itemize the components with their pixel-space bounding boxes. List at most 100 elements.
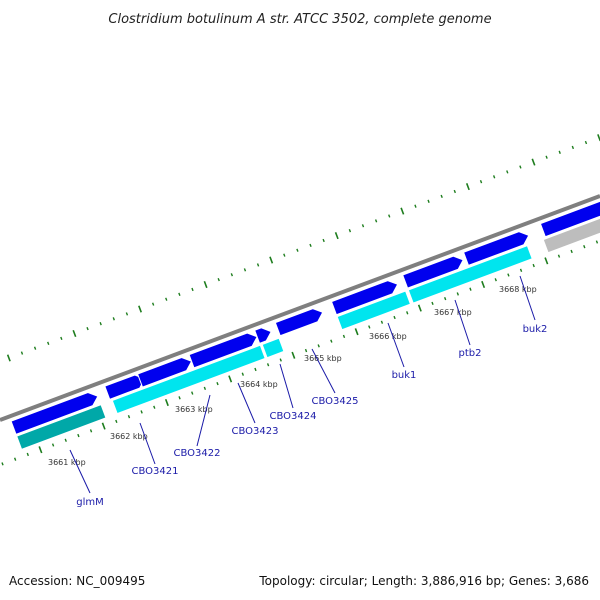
gene-label-cbo3423[interactable]: CBO3423 (232, 426, 279, 437)
cds-feature-arrow[interactable] (274, 308, 324, 337)
cds-feature-arrow[interactable] (402, 255, 464, 289)
minor-tick (595, 240, 599, 244)
scale-label: 3668 kbp (499, 285, 537, 294)
minor-tick (230, 273, 234, 277)
minor-tick (368, 325, 371, 329)
gene-feature-bar[interactable] (261, 337, 285, 359)
minor-tick (456, 292, 459, 296)
scale-label: 3667 kbp (434, 308, 472, 317)
minor-tick (151, 302, 155, 306)
minor-tick (1, 462, 4, 466)
minor-tick (317, 344, 320, 348)
minor-tick (86, 326, 89, 331)
major-tick (138, 305, 143, 313)
gene-label-cbo3425[interactable]: CBO3425 (312, 396, 359, 407)
scale-label: 3663 kbp (175, 405, 213, 414)
cds-feature-arrow[interactable] (136, 356, 193, 388)
minor-tick (112, 317, 115, 321)
major-tick (417, 304, 422, 312)
minor-tick (256, 263, 260, 267)
gene-feature-bar[interactable] (16, 404, 107, 450)
cds-feature-arrow[interactable] (10, 391, 99, 435)
minor-tick (348, 229, 352, 233)
gene-label-buk1[interactable]: buk1 (392, 370, 417, 381)
minor-tick (342, 334, 346, 339)
minor-tick (431, 301, 434, 306)
gene-feature-bar[interactable] (111, 344, 266, 415)
accession-text: Accession: NC_009495 (9, 574, 145, 588)
minor-tick (26, 452, 29, 457)
gene-feature-bar[interactable] (542, 212, 600, 254)
gene-label-cbo3422[interactable]: CBO3422 (174, 448, 221, 459)
minor-tick (140, 410, 143, 414)
minor-tick (558, 150, 561, 154)
minor-tick (165, 297, 168, 301)
major-tick (101, 422, 106, 430)
major-tick (465, 183, 470, 191)
scale-label: 3665 kbp (304, 354, 342, 363)
minor-tick (519, 268, 523, 272)
minor-tick (60, 336, 63, 341)
minor-tick (279, 358, 282, 362)
major-tick (6, 354, 11, 362)
minor-tick (304, 348, 308, 353)
gene-label-cbo3421[interactable]: CBO3421 (132, 466, 179, 477)
gene-feature-bar[interactable] (336, 290, 412, 331)
minor-tick (309, 243, 312, 248)
cds-feature-arrow[interactable] (188, 332, 258, 369)
major-tick (203, 280, 208, 289)
major-tick (72, 329, 77, 338)
minor-tick (494, 278, 497, 282)
major-tick (38, 446, 43, 454)
minor-tick (506, 170, 509, 174)
minor-tick (266, 363, 270, 367)
minor-tick (153, 405, 156, 409)
minor-tick (99, 322, 102, 326)
minor-tick (570, 249, 573, 254)
scale-label: 3664 kbp (240, 380, 278, 389)
outer-tick-track (6, 134, 600, 362)
cds-feature-arrow[interactable] (254, 327, 272, 345)
genome-summary-text: Topology: circular; Length: 3,886,916 bp… (258, 574, 589, 588)
minor-tick (469, 287, 472, 291)
gene-feature-bar[interactable] (407, 244, 533, 304)
cds-feature-arrow[interactable] (539, 200, 600, 238)
gene-label-glmM[interactable]: glmM (76, 497, 104, 508)
minor-tick (217, 277, 220, 282)
minor-tick (388, 214, 391, 218)
minor-tick (254, 367, 257, 372)
minor-tick (583, 245, 586, 249)
minor-tick (479, 180, 483, 184)
minor-tick (127, 415, 131, 419)
gene-label-cbo3424[interactable]: CBO3424 (270, 411, 317, 422)
minor-tick (374, 219, 378, 223)
minor-tick (13, 457, 17, 461)
backbone-line (0, 194, 600, 422)
major-tick (354, 328, 359, 336)
minor-tick (519, 165, 522, 169)
minor-tick (89, 429, 93, 433)
minor-tick (20, 351, 24, 355)
major-tick (481, 280, 486, 289)
minor-tick (584, 140, 588, 145)
gene-label-buk2[interactable]: buk2 (523, 324, 548, 335)
minor-tick (51, 443, 55, 447)
gene-label-ptb2[interactable]: ptb2 (459, 348, 482, 359)
minor-tick (191, 391, 194, 395)
minor-tick (532, 263, 535, 268)
genome-title: Clostridium botulinum A str. ATCC 3502, … (108, 12, 491, 27)
minor-tick (380, 320, 384, 324)
major-tick (334, 232, 339, 240)
minor-tick (216, 381, 219, 386)
minor-tick (64, 438, 67, 442)
inner-tick-track (1, 240, 599, 466)
minor-tick (296, 248, 299, 252)
major-tick (164, 398, 169, 407)
cds-feature-arrow[interactable] (462, 231, 530, 267)
scale-labels: 3661 kbp 3662 kbp 3663 kbp 3664 kbp 3665… (48, 285, 537, 467)
minor-tick (77, 433, 80, 438)
cds-feature-arrow[interactable] (330, 280, 399, 316)
major-tick (531, 158, 536, 166)
gene-labels: glmM CBO3421 CBO3422 CBO3423 CBO3424 CBO… (76, 324, 547, 508)
